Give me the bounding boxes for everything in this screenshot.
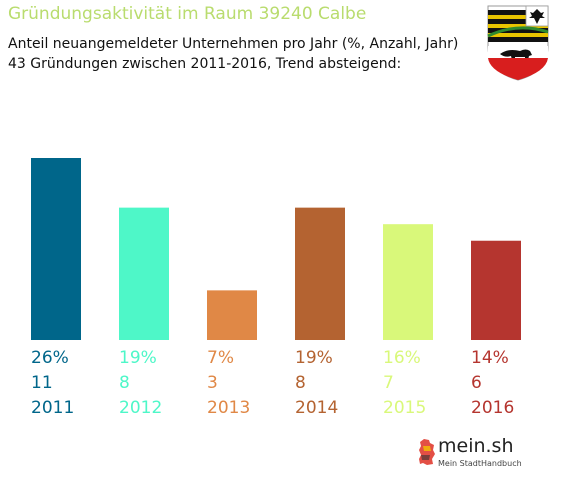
year-label-2012: 2012 [119, 398, 163, 418]
year-label-2011: 2011 [31, 398, 75, 418]
count-label-2013: 3 [207, 373, 218, 393]
chart-summary: 43 Gründungen zwischen 2011-2016, Trend … [8, 56, 402, 72]
bar-2012 [119, 207, 169, 340]
sachsen-anhalt-coat-of-arms-icon [487, 5, 549, 81]
percent-label-2014: 19% [295, 348, 333, 368]
bar-2014 [295, 207, 345, 340]
germany-map-icon [419, 439, 435, 465]
chart-title: Gründungsaktivität im Raum 39240 Calbe [8, 4, 367, 24]
bar-2013 [207, 290, 257, 340]
percent-label-2012: 19% [119, 348, 157, 368]
percent-label-2015: 16% [383, 348, 421, 368]
count-label-2015: 7 [383, 373, 394, 393]
year-label-2014: 2014 [295, 398, 339, 418]
logo-tagline: Mein StadtHandbuch [438, 459, 522, 468]
year-label-2016: 2016 [471, 398, 515, 418]
percent-label-2011: 26% [31, 348, 69, 368]
year-label-2013: 2013 [207, 398, 251, 418]
logo-name: mein.sh [438, 435, 514, 457]
bar-2016 [471, 240, 521, 340]
bar-2011 [31, 158, 81, 340]
percent-label-2013: 7% [207, 348, 234, 368]
percent-label-2016: 14% [471, 348, 509, 368]
count-label-2016: 6 [471, 373, 482, 393]
mein-sh-logo[interactable]: mein.sh Mein StadtHandbuch [416, 432, 536, 474]
chart-subtitle: Anteil neuangemeldeter Unternehmen pro J… [8, 36, 459, 52]
count-label-2012: 8 [119, 373, 130, 393]
count-label-2011: 11 [31, 373, 53, 393]
year-label-2015: 2015 [383, 398, 427, 418]
count-label-2014: 8 [295, 373, 306, 393]
bar-2015 [383, 224, 433, 340]
